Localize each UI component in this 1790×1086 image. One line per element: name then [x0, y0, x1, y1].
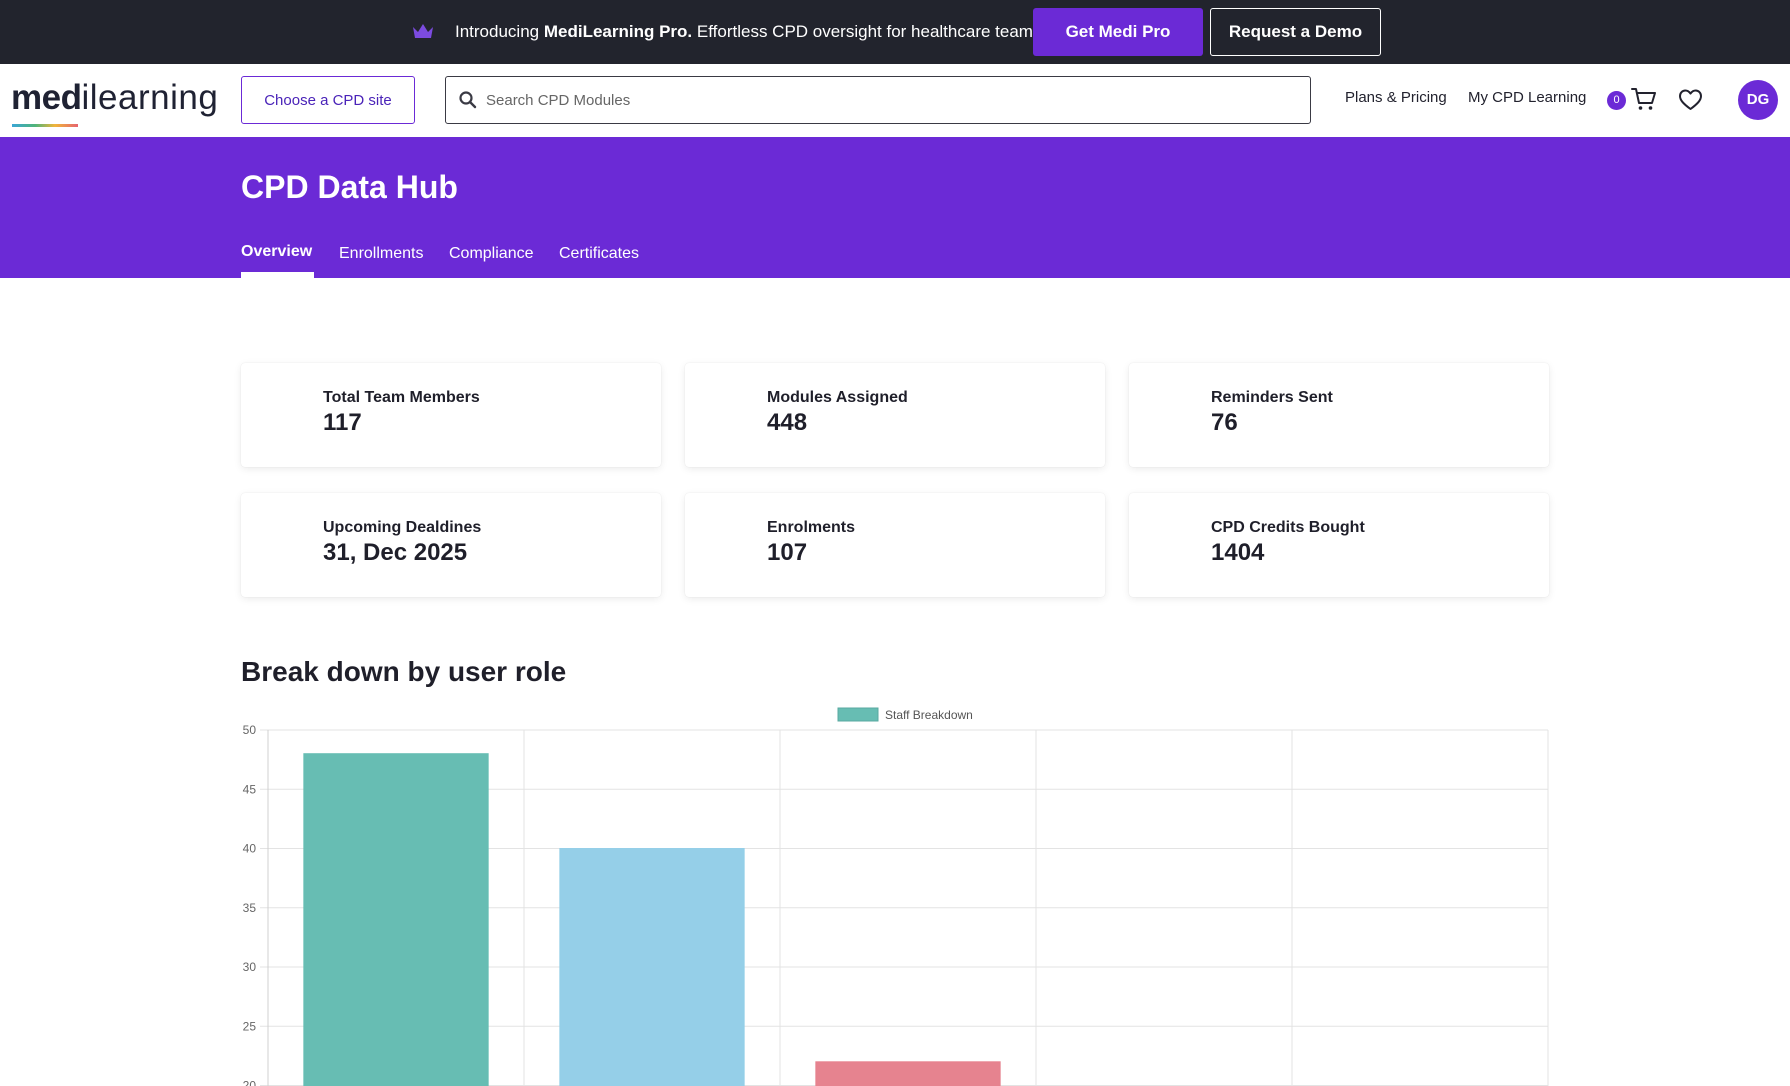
section-title: Break down by user role — [241, 656, 567, 687]
stat-label: Modules Assigned — [767, 389, 908, 406]
cart-icon[interactable] — [1631, 86, 1657, 112]
search-box[interactable] — [445, 76, 1311, 124]
search-icon — [459, 91, 477, 109]
tab-enrollments[interactable]: Enrollments — [339, 245, 424, 262]
stat-value: 76 — [1211, 409, 1238, 436]
user-avatar[interactable]: DG — [1738, 80, 1778, 120]
crown-icon — [413, 24, 433, 38]
y-tick-label: 25 — [243, 1019, 257, 1033]
logo-color-bar — [12, 124, 78, 127]
request-demo-button[interactable]: Request a Demo — [1210, 8, 1381, 56]
tab-overview[interactable]: Overview — [241, 243, 313, 260]
choose-cpd-site-button[interactable]: Choose a CPD site — [241, 76, 415, 124]
y-tick-label: 35 — [243, 901, 257, 915]
heart-icon[interactable] — [1678, 88, 1703, 112]
stat-label: Reminders Sent — [1211, 389, 1333, 406]
promo-text: Introducing MediLearning Pro. Effortless… — [455, 20, 1041, 44]
nav-plans-pricing[interactable]: Plans & Pricing — [1345, 89, 1447, 106]
site-header: medilearning Choose a CPD site Plans & P… — [0, 64, 1790, 137]
stat-label: Upcoming Dealdines — [323, 519, 482, 536]
search-input[interactable] — [484, 83, 1284, 117]
get-medi-pro-button[interactable]: Get Medi Pro — [1033, 8, 1203, 56]
promo-bar: Introducing MediLearning Pro. Effortless… — [0, 0, 1790, 64]
logo-rest-text: ilearning — [81, 78, 219, 117]
stat-label: Enrolments — [767, 519, 856, 536]
stat-label: CPD Credits Bought — [1211, 519, 1365, 536]
stat-value: 117 — [323, 409, 362, 436]
stat-value: 31, Dec 2025 — [323, 539, 468, 566]
stat-label: Total Team Members — [323, 389, 480, 406]
stat-card-cpd-credits-bought: CPD Credits Bought 1404 — [1129, 493, 1549, 597]
y-tick-label: 45 — [243, 782, 257, 796]
nav-my-cpd-learning[interactable]: My CPD Learning — [1468, 89, 1587, 106]
medilearning-logo[interactable]: medilearning — [11, 78, 219, 127]
y-tick-label: 50 — [243, 723, 257, 737]
active-tab-indicator — [241, 272, 314, 278]
y-tick-label: 30 — [243, 960, 257, 974]
chart-bar — [815, 1061, 1001, 1086]
stat-value: 107 — [767, 539, 808, 566]
chart-bar — [559, 848, 745, 1086]
stat-card-total-team-members: Total Team Members 117 — [241, 363, 661, 467]
stat-card-enrolments: Enrolments 107 — [685, 493, 1105, 597]
promo-tagline: Effortless CPD oversight for healthcare … — [696, 22, 1042, 41]
stat-value: 1404 — [1211, 539, 1265, 566]
staff-breakdown-chart: 50 45 40 35 30 25 20 Staff Breakdown — [243, 707, 1549, 1086]
promo-intro: Introducing — [455, 22, 540, 41]
tab-certificates[interactable]: Certificates — [559, 245, 640, 262]
cart-count-badge: 0 — [1607, 91, 1626, 110]
stat-card-upcoming-deadlines: Upcoming Dealdines 31, Dec 2025 — [241, 493, 661, 597]
promo-product: MediLearning Pro. — [543, 22, 693, 41]
stat-card-modules-assigned: Modules Assigned 448 — [685, 363, 1105, 467]
legend-label: Staff Breakdown — [885, 708, 973, 722]
page-title: CPD Data Hub — [241, 169, 458, 205]
hero-banner: CPD Data Hub Overview Enrollments Compli… — [0, 137, 1790, 278]
logo-bold-text: med — [11, 78, 82, 117]
legend-swatch — [837, 707, 879, 722]
y-tick-label: 20 — [243, 1079, 257, 1086]
stat-card-reminders-sent: Reminders Sent 76 — [1129, 363, 1549, 467]
stat-value: 448 — [767, 409, 808, 436]
chart-bar — [303, 753, 489, 1086]
tab-compliance[interactable]: Compliance — [449, 245, 534, 262]
y-tick-label: 40 — [243, 842, 257, 856]
